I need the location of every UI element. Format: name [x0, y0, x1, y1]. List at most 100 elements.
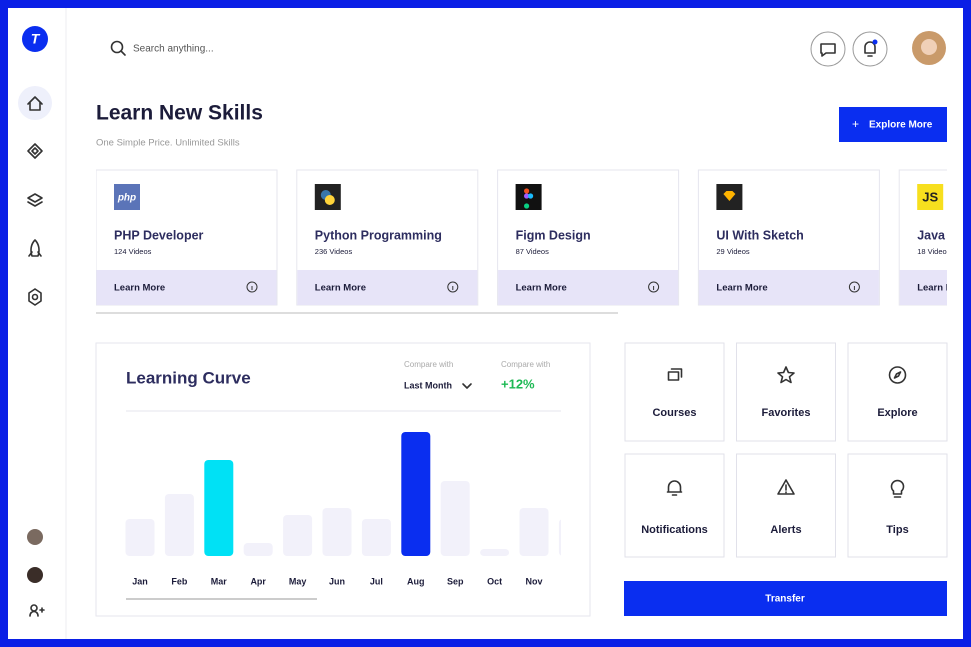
nav-settings[interactable] — [28, 288, 42, 306]
nav-settings-dot — [31, 293, 39, 301]
course-list: php PHP Developer 124 Videos Learn More Pyth… — [96, 169, 968, 306]
course-videos: 29 Videos — [716, 247, 749, 256]
course-title: UI With Sketch — [716, 228, 803, 242]
tile[interactable] — [736, 453, 836, 558]
x-tick-label: May — [289, 576, 307, 586]
tile[interactable] — [736, 342, 836, 442]
course-icon-glyph — [524, 193, 530, 199]
tile[interactable] — [624, 342, 725, 442]
notifications-button[interactable] — [852, 31, 888, 67]
info-icon[interactable] — [848, 281, 860, 293]
course-icon-glyph — [324, 195, 335, 205]
transfer-button[interactable] — [624, 581, 947, 616]
x-tick-label: Sep — [447, 576, 464, 586]
transfer-button-label: Transfer — [765, 594, 805, 605]
bar — [558, 519, 561, 556]
course-action[interactable]: Learn More — [516, 283, 567, 294]
course-card-footer — [899, 270, 947, 305]
x-tick-label: Apr — [250, 576, 266, 586]
bar — [440, 481, 470, 556]
bar — [519, 508, 549, 556]
bar — [480, 549, 510, 556]
compare-change: +12% — [501, 376, 535, 391]
x-tick-label: Oct — [487, 576, 502, 586]
x-tick-label: Jul — [370, 576, 383, 586]
x-tick-label: Aug — [407, 576, 425, 586]
course-action[interactable]: Learn More — [315, 283, 366, 294]
tile-label: Explore — [877, 407, 917, 419]
tile-label: Alerts — [770, 524, 801, 536]
tile-label: Tips — [886, 524, 908, 536]
course-videos: 236 Videos — [315, 247, 353, 256]
course-icon-glyph — [723, 191, 736, 201]
bar-chart — [125, 432, 561, 556]
explore-button[interactable] — [839, 107, 947, 142]
bar — [204, 460, 234, 556]
search-input[interactable]: Search anything... — [133, 44, 214, 55]
explore-button-label: Explore More — [869, 120, 933, 131]
info-icon[interactable] — [648, 281, 660, 293]
course-card-footer — [96, 270, 277, 305]
course-title: Figm Design — [516, 228, 591, 242]
compare-period[interactable]: Last Month — [404, 380, 452, 390]
add-user[interactable] — [29, 604, 45, 617]
dropdown-icon[interactable] — [462, 383, 472, 389]
course-action[interactable]: Learn More — [716, 283, 767, 294]
bar — [283, 515, 313, 556]
search-icon — [120, 50, 126, 56]
tile-label: Courses — [652, 407, 696, 419]
tile-icon — [666, 480, 683, 496]
course-icon-glyph — [524, 188, 530, 194]
bar — [243, 543, 273, 556]
compare-label: Compare with — [501, 360, 550, 369]
course-title: Python Programming — [315, 228, 442, 242]
course-card-footer — [698, 270, 879, 305]
tile[interactable] — [847, 342, 948, 442]
nav-layers[interactable] — [27, 193, 43, 207]
search-icon — [110, 40, 124, 54]
course-card-footer — [297, 270, 478, 305]
tile-icon — [777, 479, 795, 495]
tile[interactable] — [624, 453, 725, 558]
course-icon-text: php — [117, 193, 136, 204]
user-avatar[interactable] — [27, 567, 43, 583]
page-title: Learn New Skills — [96, 102, 263, 125]
tile-label: Favorites — [762, 407, 811, 419]
bell-icon — [864, 41, 876, 57]
x-tick-label: Jun — [329, 576, 345, 586]
logo[interactable] — [22, 26, 48, 52]
course-icon — [917, 184, 944, 210]
tile-icon — [777, 366, 795, 384]
plus-icon: + — [852, 117, 859, 131]
tile-icon — [890, 479, 905, 498]
learning-curve-panel — [95, 342, 591, 617]
course-card-footer — [498, 270, 679, 305]
course-action[interactable]: Learn More — [114, 283, 165, 294]
course-title: PHP Developer — [114, 228, 204, 242]
course-action[interactable]: Learn More — [917, 283, 968, 294]
course-icon — [114, 184, 140, 210]
bar — [401, 432, 431, 556]
page-subtitle: One Simple Price. Unlimited Skills — [96, 138, 240, 149]
profile-avatar-face — [921, 39, 937, 55]
messages-icon — [820, 43, 836, 57]
course-icon-glyph — [524, 203, 530, 209]
x-tick-label: Feb — [171, 576, 188, 586]
messages-button[interactable] — [810, 31, 846, 67]
tiles: Courses Favorites Explore Notifications Aler… — [624, 342, 948, 558]
course-videos: 18 Videos — [917, 247, 950, 256]
course-videos: 124 Videos — [114, 247, 152, 256]
nav-home-bg[interactable] — [18, 86, 52, 120]
nav-components[interactable] — [27, 143, 43, 159]
tile-icon — [667, 368, 683, 381]
x-tick-label: Mar — [211, 576, 228, 586]
bar — [125, 519, 155, 556]
nav-home[interactable] — [27, 96, 43, 111]
user-avatar[interactable] — [27, 529, 43, 545]
tile[interactable] — [847, 453, 948, 558]
info-icon[interactable] — [246, 281, 258, 293]
info-icon[interactable] — [447, 281, 459, 293]
bar — [322, 508, 352, 556]
nav-rocket[interactable] — [28, 239, 42, 257]
